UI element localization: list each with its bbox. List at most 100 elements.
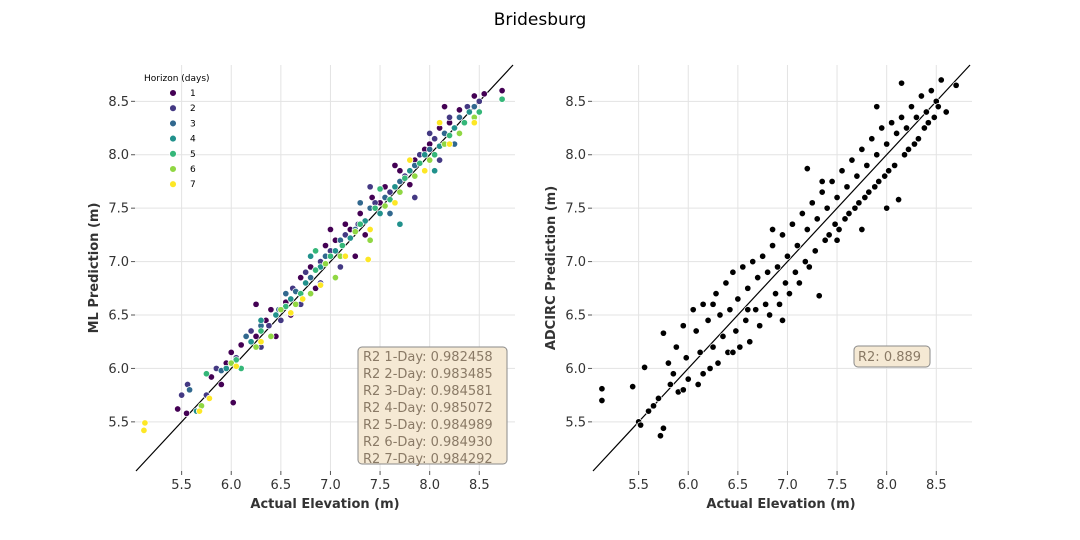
data-point <box>722 279 730 287</box>
data-point <box>712 290 720 298</box>
x-tick-label: 7.0 <box>320 478 341 493</box>
data-point <box>356 199 364 207</box>
figure-title: Bridesburg <box>494 10 587 30</box>
data-point <box>851 204 859 212</box>
x-tick-label: 6.5 <box>728 478 749 493</box>
data-point <box>684 375 692 383</box>
data-point <box>450 124 459 132</box>
data-point <box>922 108 930 116</box>
data-point <box>682 354 690 362</box>
data-point <box>411 193 419 202</box>
x-tick-label: 8.0 <box>419 478 440 493</box>
data-point <box>391 161 399 169</box>
data-point <box>759 252 767 260</box>
ml-chart-y-ticks: 5.5 6.0 6.5 7.0 7.5 8.0 8.5 <box>108 95 135 430</box>
data-point <box>282 290 290 298</box>
data-point <box>237 341 245 349</box>
data-point <box>803 225 811 234</box>
data-point <box>411 172 419 180</box>
data-point <box>696 348 704 356</box>
data-point <box>865 188 873 196</box>
data-point <box>366 183 374 191</box>
data-point <box>445 113 454 121</box>
data-point <box>341 252 349 260</box>
data-point <box>813 215 821 223</box>
data-point <box>195 407 204 415</box>
data-point <box>754 274 762 282</box>
data-point <box>775 300 784 308</box>
data-point <box>873 151 881 159</box>
y-tick-label: 6.0 <box>565 362 586 377</box>
data-point <box>321 242 330 250</box>
data-point <box>858 225 866 234</box>
data-point <box>828 177 836 186</box>
data-point <box>229 399 237 407</box>
data-point <box>910 140 919 148</box>
data-point <box>858 145 866 153</box>
legend-label: 2 <box>190 104 196 114</box>
data-point <box>307 263 315 271</box>
y-tick-label: 7.0 <box>565 255 586 270</box>
x-tick-label: 7.5 <box>827 478 848 493</box>
r2-line: R2 7-Day: 0.984292 <box>363 452 493 467</box>
data-point <box>881 172 889 180</box>
legend-label: 3 <box>190 119 196 129</box>
data-point <box>475 97 483 105</box>
adcirc-chart-r2-box: R2: 0.889 <box>853 345 931 368</box>
data-point <box>292 300 300 308</box>
data-point <box>891 161 899 169</box>
data-point <box>699 370 707 378</box>
ml-chart-x-label: Actual Elevation (m) <box>250 497 399 512</box>
data-point <box>803 165 811 173</box>
x-tick-label: 7.5 <box>370 478 391 493</box>
data-point <box>227 348 235 356</box>
data-point <box>396 167 404 175</box>
data-point <box>381 202 389 210</box>
data-point <box>679 386 687 394</box>
data-point <box>744 284 752 292</box>
data-point <box>825 231 833 239</box>
data-point <box>744 306 752 314</box>
data-point <box>396 220 404 228</box>
data-point <box>912 113 920 121</box>
data-point <box>406 156 414 164</box>
r2-line: R2 6-Day: 0.984930 <box>363 435 493 450</box>
data-point <box>736 343 744 351</box>
data-point <box>898 113 906 121</box>
data-point <box>331 247 339 255</box>
data-point <box>773 263 782 271</box>
data-point <box>421 167 429 175</box>
data-point <box>835 225 843 234</box>
data-point <box>455 106 463 114</box>
data-point <box>746 338 754 346</box>
adcirc-chart-x-ticks: 5.5 6.0 6.5 7.0 7.5 8.0 8.5 <box>628 471 947 493</box>
data-point <box>396 177 404 186</box>
x-tick-label: 6.0 <box>221 478 242 493</box>
data-point <box>788 220 796 228</box>
data-point <box>312 266 320 274</box>
adcirc-prediction-chart: 5.5 6.0 6.5 7.0 7.5 8.0 8.5 5.5 6.0 6.5 7.0 7.5 8.0… <box>544 64 972 512</box>
data-point <box>669 370 677 378</box>
data-point <box>769 242 777 250</box>
data-point <box>252 343 260 351</box>
data-point <box>257 338 265 346</box>
ml-chart-r2-box: R2 1-Day: 0.982458 R2 2-Day: 0.983485 R2… <box>357 346 508 467</box>
data-point <box>321 260 330 268</box>
data-point <box>942 108 950 116</box>
data-point <box>706 364 714 372</box>
data-point <box>371 204 379 212</box>
data-point <box>679 322 687 330</box>
data-point <box>766 311 774 319</box>
data-point <box>445 131 454 140</box>
adcirc-chart-grid <box>592 65 972 471</box>
data-point <box>762 300 770 308</box>
data-point <box>455 129 463 137</box>
data-point <box>312 247 320 255</box>
data-point <box>265 322 273 330</box>
data-point <box>649 402 658 410</box>
data-point <box>186 386 194 394</box>
data-point <box>178 391 186 399</box>
data-point <box>833 236 841 244</box>
y-tick-label: 8.0 <box>108 148 129 163</box>
data-point <box>823 204 831 212</box>
